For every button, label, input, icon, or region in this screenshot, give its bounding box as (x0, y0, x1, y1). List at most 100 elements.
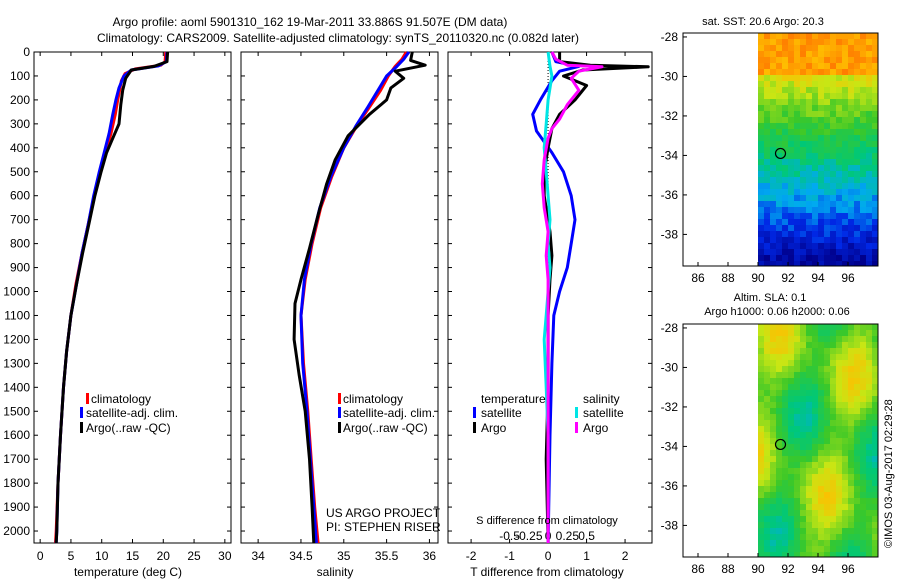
map-cell (854, 213, 860, 219)
map-cell (872, 462, 878, 468)
map-cell (770, 336, 776, 342)
map-cell (866, 75, 872, 81)
map-cell (812, 117, 818, 123)
map-cell (824, 540, 830, 546)
map-cell (830, 63, 836, 69)
map-cell (824, 195, 830, 201)
map-cell (860, 396, 866, 402)
map-cell (800, 153, 806, 159)
map-cell (800, 504, 806, 510)
legend-swatch-argo (80, 422, 83, 433)
map-cell (758, 93, 764, 99)
map-cell (794, 129, 800, 135)
map-cell (854, 444, 860, 450)
map-cell (854, 243, 860, 249)
map-cell (788, 51, 794, 57)
map-cell (800, 63, 806, 69)
map-cell (866, 93, 872, 99)
map-cell (812, 528, 818, 534)
map-cell (794, 378, 800, 384)
map-cell (830, 468, 836, 474)
map-cell (782, 165, 788, 171)
map-cell (758, 324, 764, 330)
map-cell (836, 159, 842, 165)
map-cell (812, 213, 818, 219)
map-cell (842, 384, 848, 390)
map-cell (860, 444, 866, 450)
map-cell (836, 243, 842, 249)
map-cell (872, 498, 878, 504)
map-cell (758, 534, 764, 540)
map-cell (812, 135, 818, 141)
map-cell (770, 219, 776, 225)
map-cell (800, 111, 806, 117)
map-cell (860, 516, 866, 522)
map-cell (758, 219, 764, 225)
map-cell (788, 75, 794, 81)
map-cell (770, 201, 776, 207)
argo-position-marker (774, 438, 787, 451)
map-cell (848, 324, 854, 330)
map-cell (830, 39, 836, 45)
map-cell (836, 336, 842, 342)
map-cell (806, 546, 812, 552)
map-cell (812, 402, 818, 408)
map-cell (872, 153, 878, 159)
map-cell (800, 450, 806, 456)
map-cell (800, 462, 806, 468)
y-tick-label: 100 (10, 69, 30, 83)
map-cell (854, 237, 860, 243)
map-cell (764, 189, 770, 195)
map-cell (800, 468, 806, 474)
map-cell (854, 171, 860, 177)
y-tick-label: 1000 (3, 285, 30, 299)
map-cell (770, 348, 776, 354)
map-cell (836, 129, 842, 135)
map-cell (758, 498, 764, 504)
map-cell (806, 231, 812, 237)
map-cell (842, 426, 848, 432)
map-cell (836, 153, 842, 159)
map-cell (830, 384, 836, 390)
map-cell (770, 183, 776, 189)
map-y-tick-label: -30 (661, 360, 679, 374)
map-cell (830, 225, 836, 231)
map-cell (824, 498, 830, 504)
map-cell (830, 456, 836, 462)
map-cell (830, 177, 836, 183)
map-cell (836, 81, 842, 87)
map-cell (758, 540, 764, 546)
map-cell (836, 546, 842, 552)
map-cell (818, 243, 824, 249)
map-cell (782, 384, 788, 390)
map-cell (776, 408, 782, 414)
map-cell (830, 189, 836, 195)
map-cell (842, 111, 848, 117)
map-cell (782, 39, 788, 45)
map-cell (788, 342, 794, 348)
map-cell (818, 402, 824, 408)
map-cell (812, 165, 818, 171)
map-cell (848, 396, 854, 402)
map-cell (776, 63, 782, 69)
map-cell (860, 366, 866, 372)
map-cell (860, 189, 866, 195)
map-cell (782, 99, 788, 105)
map-cell (836, 366, 842, 372)
map-cell (788, 390, 794, 396)
map-cell (824, 450, 830, 456)
map-cell (848, 492, 854, 498)
map-cell (854, 81, 860, 87)
map-cell (794, 213, 800, 219)
map-cell (776, 249, 782, 255)
map-cell (848, 456, 854, 462)
map-cell (758, 528, 764, 534)
map-cell (764, 552, 770, 557)
map-cell (842, 153, 848, 159)
map-cell (788, 426, 794, 432)
map-cell (830, 396, 836, 402)
map-cell (842, 135, 848, 141)
map-cell (806, 336, 812, 342)
map-cell (830, 219, 836, 225)
map-cell (794, 183, 800, 189)
